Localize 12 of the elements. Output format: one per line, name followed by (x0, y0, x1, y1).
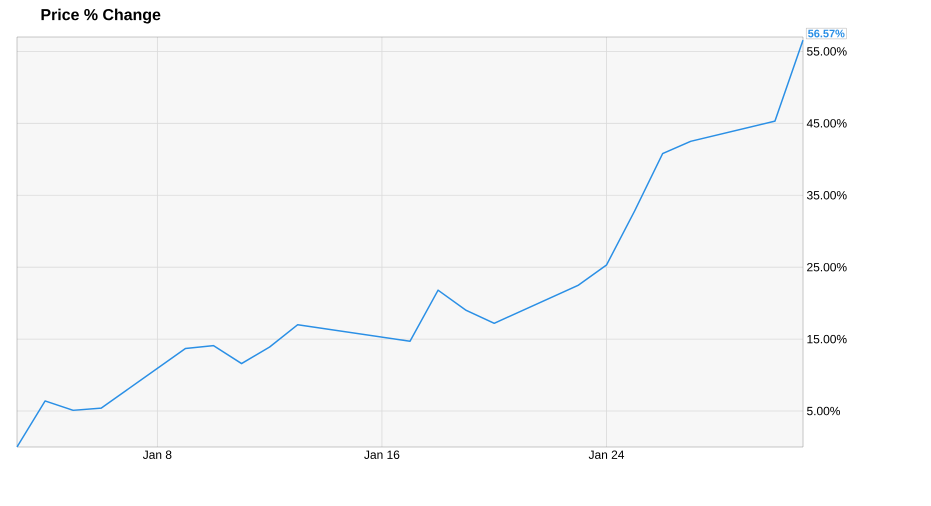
y-tick-label: 25.00% (807, 262, 847, 272)
x-tick-label: Jan 24 (588, 450, 624, 459)
y-tick-label: 55.00% (807, 47, 847, 56)
y-tick-label: 15.00% (807, 334, 847, 344)
y-tick-label: 35.00% (806, 191, 847, 200)
line-series (16, 39, 804, 448)
x-tick-label: Jan 8 (142, 450, 172, 459)
y-tick-label: 5.00% (807, 406, 840, 416)
chart-title: Price % Change (42, 8, 160, 24)
y-tick-label: 45.00% (806, 119, 847, 128)
annotation: 56.57% (808, 30, 845, 38)
x-tick-label: Jan 16 (364, 450, 400, 459)
